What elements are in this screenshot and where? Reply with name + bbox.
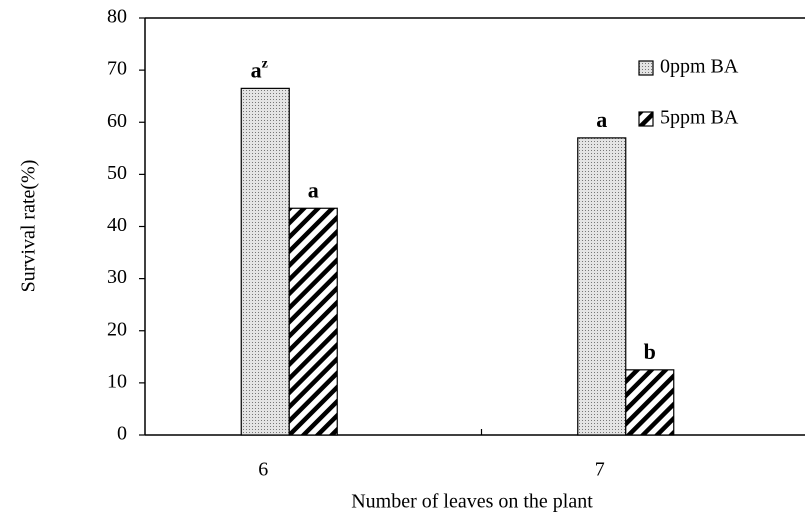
y-tick-label: 30: [107, 266, 127, 288]
bar: [625, 369, 675, 436]
letter-superscript: z: [262, 57, 268, 72]
x-tick-label: 6: [258, 459, 268, 481]
y-tick-label: 80: [107, 6, 127, 28]
y-tick-label: 40: [107, 214, 127, 236]
legend-swatch: [638, 60, 654, 76]
letter: a: [596, 107, 607, 132]
legend-label: 5ppm BA: [660, 107, 739, 129]
letter: b: [644, 339, 656, 364]
significance-letter: b: [644, 339, 656, 364]
legend-label: 0ppm BA: [660, 56, 739, 78]
x-axis-title: Number of leaves on the plant: [351, 491, 593, 513]
x-tick-label: 7: [595, 459, 605, 481]
legend-swatch: [638, 111, 654, 127]
significance-letter: a: [308, 177, 319, 202]
significance-letter: a: [596, 107, 607, 132]
bar: [240, 87, 290, 436]
letter: a: [308, 177, 319, 202]
y-tick-label: 20: [107, 318, 127, 340]
bar: [288, 207, 338, 436]
y-tick-label: 0: [117, 423, 127, 445]
letter: a: [251, 57, 262, 82]
y-tick-label: 70: [107, 58, 127, 80]
significance-letter: az: [251, 57, 268, 83]
y-tick-label: 10: [107, 370, 127, 392]
y-tick-label: 60: [107, 110, 127, 132]
bar: [577, 137, 627, 436]
y-axis-title: Survival rate(%): [18, 160, 40, 293]
y-tick-label: 50: [107, 162, 127, 184]
